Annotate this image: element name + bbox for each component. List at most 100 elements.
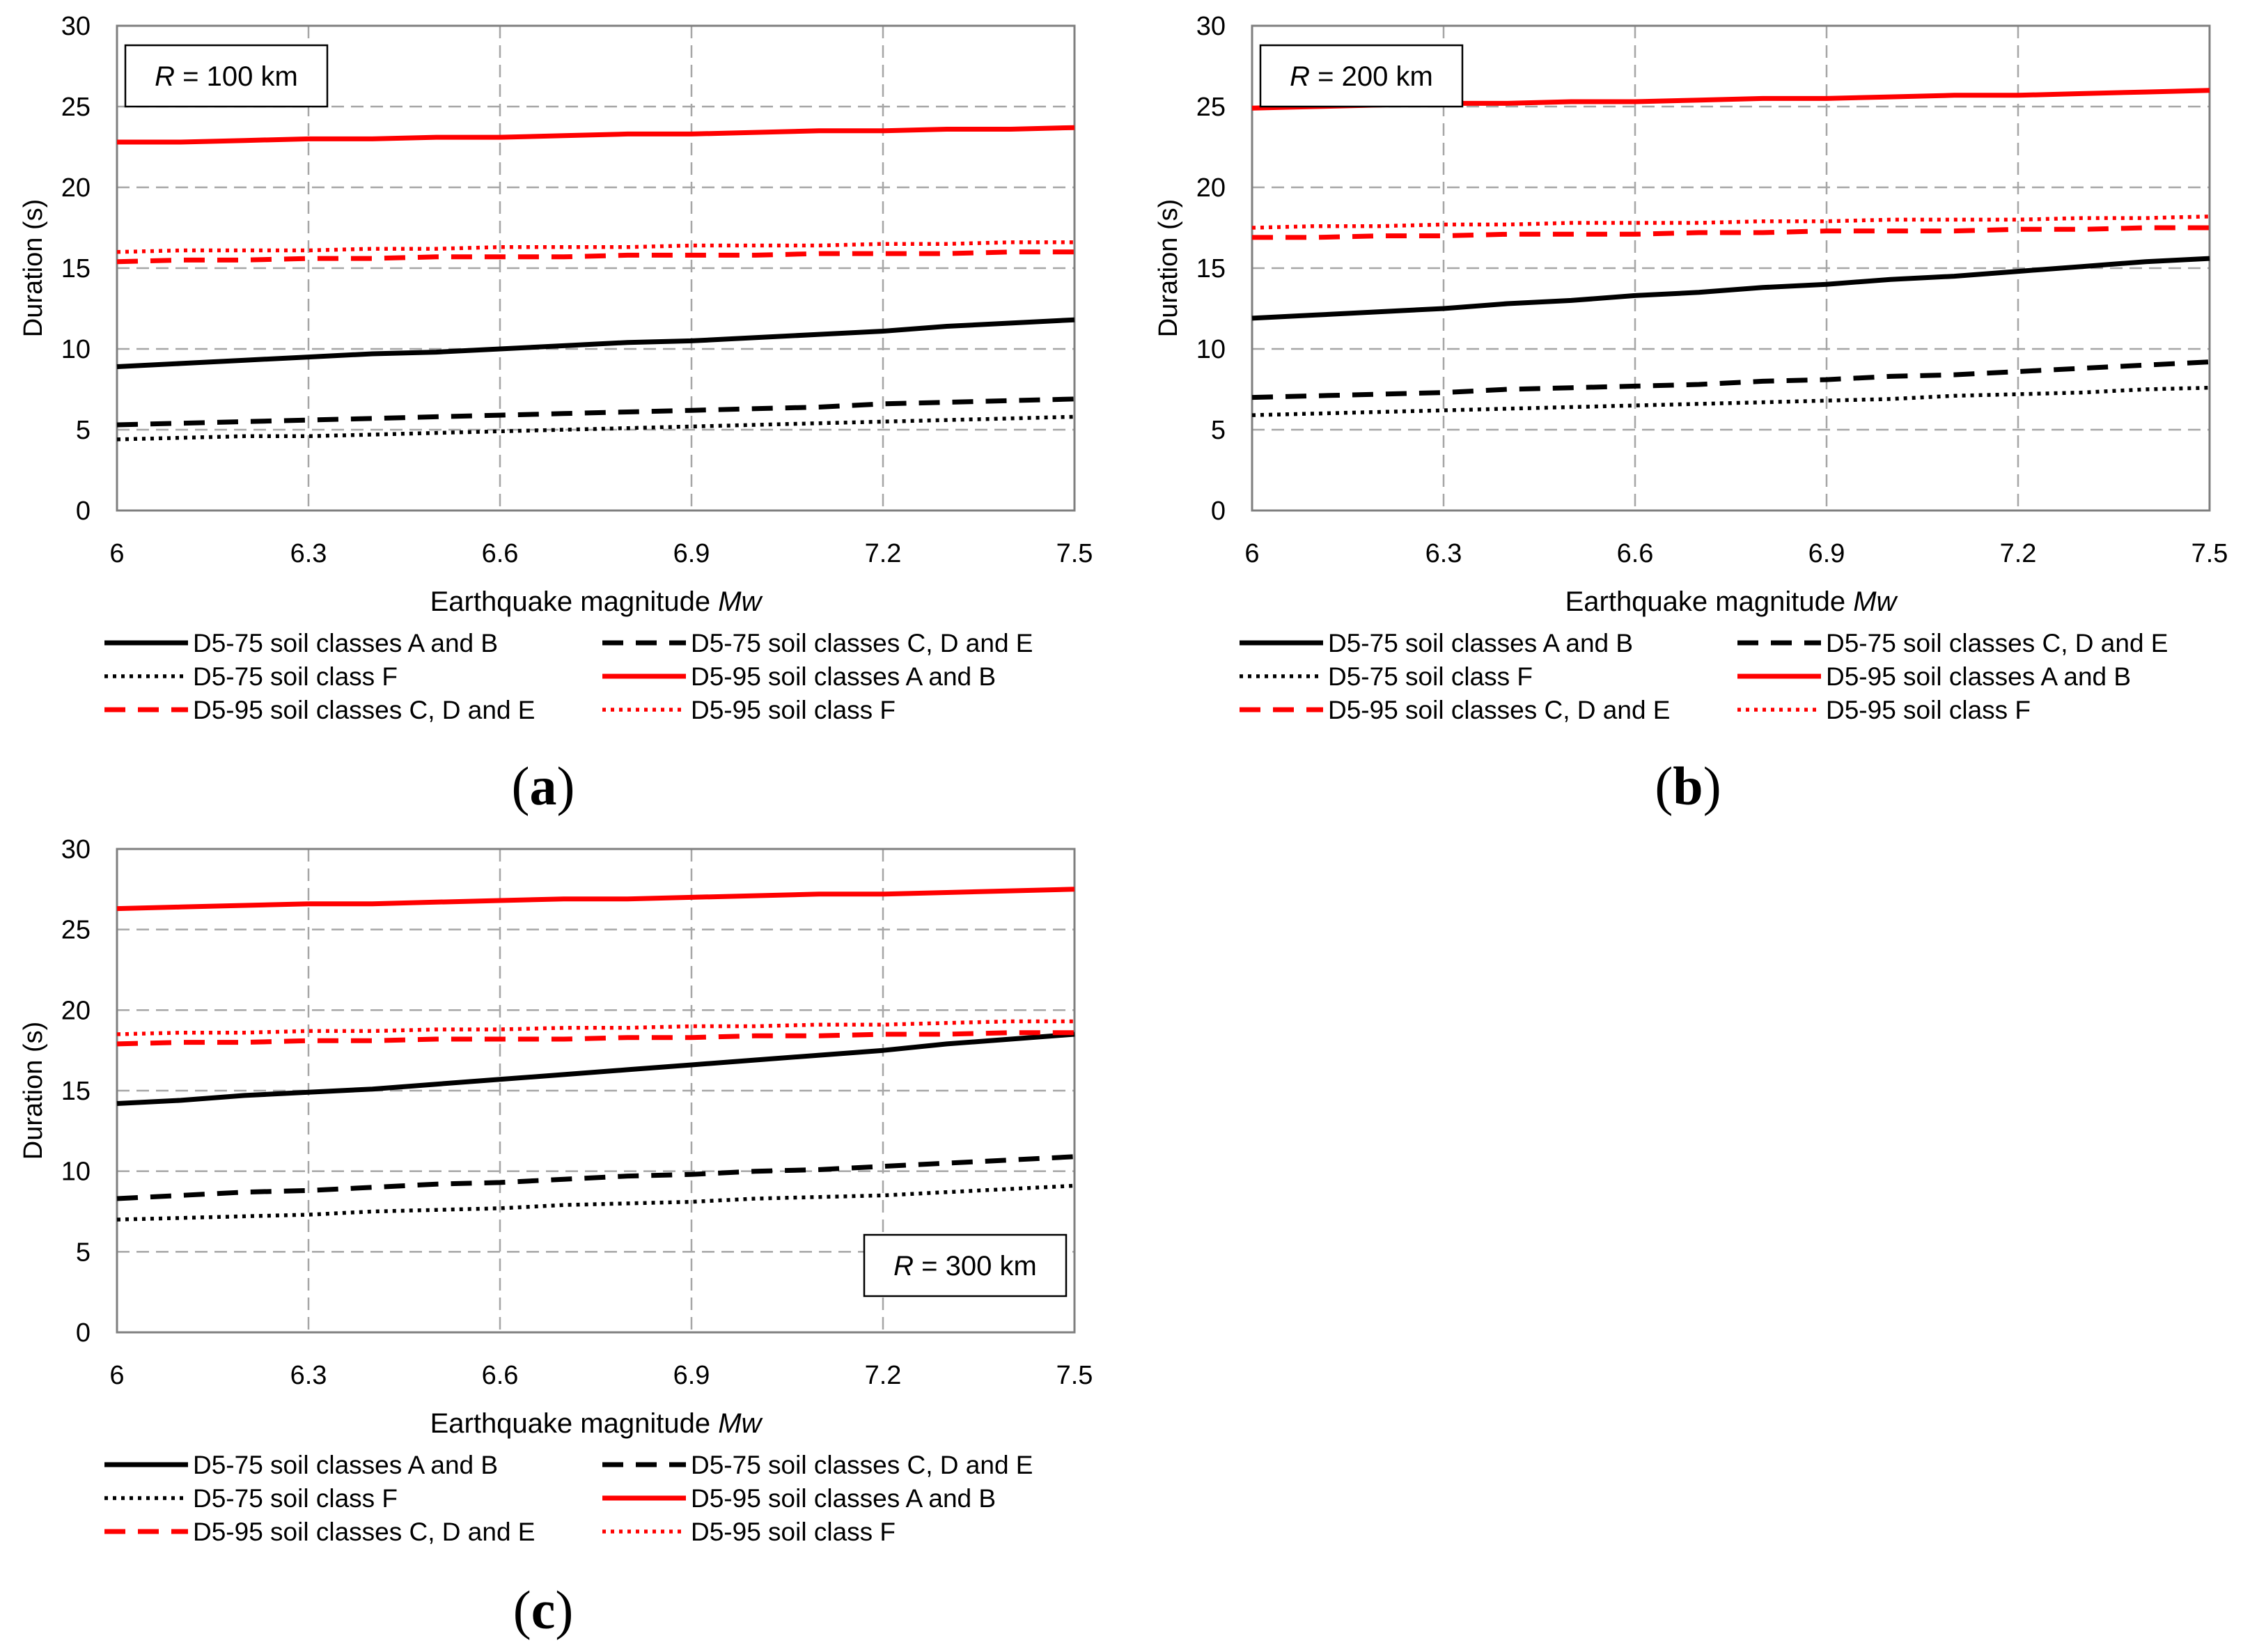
panel-label-open: ( — [1655, 756, 1673, 816]
series-line-4 — [116, 887, 1075, 912]
annotation-box — [124, 44, 329, 108]
annotation-text: R = 300 km — [893, 1251, 1037, 1281]
series-line-3 — [116, 414, 1075, 442]
y-tick-label: 15 — [61, 254, 91, 283]
series-line-3 — [116, 1183, 1075, 1222]
legend-label-3: D5-75 soil class F — [193, 1484, 398, 1513]
plot-area-border — [1251, 24, 2211, 512]
y-tick-label: 20 — [61, 996, 91, 1025]
y-tick-label: 0 — [1211, 497, 1226, 526]
y-tick-label: 5 — [1211, 416, 1226, 445]
annotation-rest: = 200 km — [1310, 61, 1433, 92]
x-axis-title-italic: Mw — [718, 1408, 763, 1439]
y-tick-label: 20 — [1196, 173, 1226, 203]
y-axis-title: Duration (s) — [1154, 199, 1183, 338]
x-tick-label: 6.3 — [290, 1361, 327, 1390]
annotation-box — [1259, 44, 1464, 108]
panel-label-close: ) — [1703, 756, 1721, 816]
legend-label-1: D5-75 soil classes A and B — [1328, 629, 1633, 657]
x-tick-label: 7.2 — [865, 1361, 902, 1390]
y-tick-label: 0 — [76, 1318, 91, 1348]
legend-label-5: D5-95 soil classes C, D and E — [1328, 696, 1670, 724]
annotation-italic: R — [893, 1251, 914, 1281]
panel-label: (c) — [513, 1580, 574, 1640]
panel-label: (b) — [1655, 756, 1721, 816]
panel-label-open: ( — [512, 756, 530, 816]
annotation-text: R = 100 km — [155, 61, 298, 92]
legend-label-3: D5-75 soil class F — [1328, 662, 1533, 691]
series-line-2 — [1251, 359, 2210, 400]
x-axis-title: Earthquake magnitude Mw — [430, 1408, 764, 1439]
series-line-6 — [1251, 215, 2210, 230]
x-axis-title: Earthquake magnitude Mw — [430, 586, 764, 617]
panel-label-letter: c — [531, 1580, 556, 1640]
x-tick-label: 6.9 — [673, 1361, 710, 1390]
y-tick-label: 5 — [76, 416, 91, 445]
panel-label-close: ) — [555, 1580, 573, 1640]
legend-label-1: D5-75 soil classes A and B — [193, 629, 498, 657]
annotation-italic: R — [1290, 61, 1310, 92]
y-tick-label: 20 — [61, 173, 91, 203]
annotation-rest: = 100 km — [175, 61, 298, 92]
series-line-3 — [1251, 385, 2210, 417]
series-line-6 — [116, 240, 1074, 254]
legend-label-1: D5-75 soil classes A and B — [193, 1451, 498, 1479]
legend-label-3: D5-75 soil class F — [193, 662, 398, 691]
plot-area-border — [116, 24, 1076, 512]
annotation-rest: = 300 km — [914, 1251, 1037, 1281]
x-tick-label: 7.5 — [1056, 1361, 1093, 1390]
chart-panel-a: 0 5 10 15 20 25 30 6 6.3 6.6 6.9 7.2 7.5 Duration (s)… — [19, 12, 1093, 816]
y-tick-label: 0 — [76, 497, 91, 526]
x-axis-title-italic: Mw — [718, 586, 763, 617]
x-tick-label: 7.2 — [2000, 539, 2037, 568]
x-axis-title-text: Earthquake magnitude — [430, 1408, 719, 1439]
annotation-text: R = 200 km — [1290, 61, 1433, 92]
panel-label-close: ) — [557, 756, 575, 816]
series-line-6 — [116, 1019, 1074, 1036]
x-tick-label: 6 — [1244, 539, 1259, 568]
series-line-4 — [117, 125, 1075, 145]
y-tick-label: 25 — [61, 93, 91, 122]
panel-label: (a) — [512, 756, 575, 816]
x-tick-label: 6.3 — [1425, 539, 1462, 568]
legend-label-6: D5-95 soil class F — [691, 696, 896, 724]
legend-label-2: D5-75 soil classes C, D and E — [691, 1451, 1033, 1479]
legend-label-2: D5-75 soil classes C, D and E — [1826, 629, 2168, 657]
plot-area-border — [116, 848, 1076, 1334]
legend-label-4: D5-95 soil classes A and B — [1826, 662, 2131, 691]
x-axis-title-italic: Mw — [1853, 586, 1898, 617]
panel-label-open: ( — [513, 1580, 531, 1640]
x-axis-title-text: Earthquake magnitude — [1565, 586, 1854, 617]
y-tick-label: 30 — [61, 835, 91, 864]
series-line-5 — [116, 1030, 1074, 1047]
panel-label-letter: b — [1673, 756, 1703, 816]
y-tick-label: 30 — [61, 12, 91, 41]
series-line-1 — [116, 317, 1075, 369]
y-tick-label: 5 — [76, 1238, 91, 1267]
x-axis-title: Earthquake magnitude Mw — [1565, 586, 1899, 617]
x-axis-title-text: Earthquake magnitude — [430, 586, 719, 617]
y-tick-label: 15 — [1196, 254, 1226, 283]
x-tick-label: 6.6 — [1617, 539, 1654, 568]
series-line-2 — [116, 396, 1075, 428]
x-tick-label: 7.5 — [2191, 539, 2228, 568]
x-tick-label: 6 — [109, 1361, 124, 1390]
x-tick-label: 6.3 — [290, 539, 327, 568]
series-line-2 — [116, 1154, 1075, 1201]
legend-label-5: D5-95 soil classes C, D and E — [193, 1518, 535, 1546]
legend-label-4: D5-95 soil classes A and B — [691, 1484, 996, 1513]
y-axis-title: Duration (s) — [19, 1022, 48, 1160]
series-line-5 — [116, 249, 1074, 265]
series-line-1 — [1251, 256, 2210, 321]
x-tick-label: 7.2 — [865, 539, 902, 568]
y-tick-label: 25 — [61, 916, 91, 945]
annotation-box — [863, 1233, 1068, 1298]
series-line-1 — [116, 1031, 1075, 1106]
x-tick-label: 6.9 — [1808, 539, 1845, 568]
y-tick-label: 10 — [1196, 335, 1226, 364]
legend-label-6: D5-95 soil class F — [1826, 696, 2031, 724]
y-tick-label: 10 — [61, 1158, 91, 1187]
x-tick-label: 6 — [109, 539, 124, 568]
y-tick-label: 10 — [61, 335, 91, 364]
